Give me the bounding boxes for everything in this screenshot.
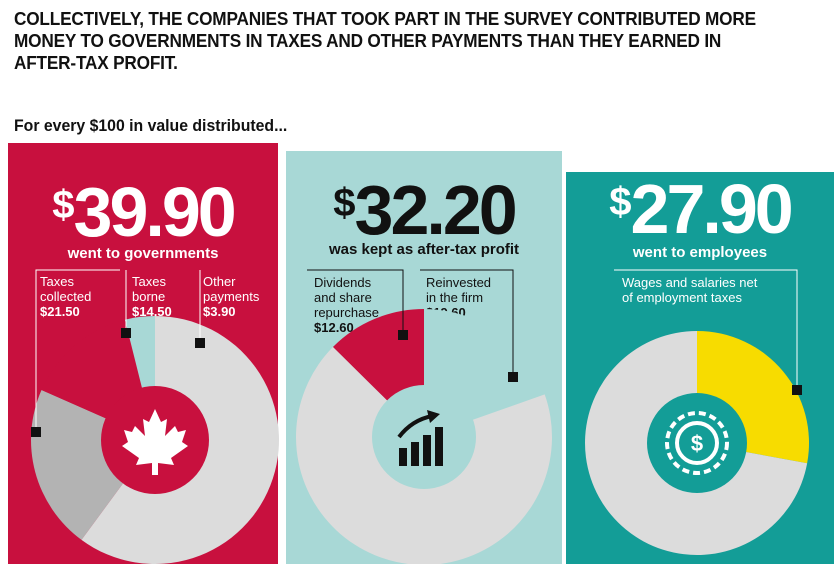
headline: COLLECTIVELY, THE COMPANIES THAT TOOK PA… [14, 8, 758, 74]
taxes-collected-label-line1: Taxes [40, 274, 74, 289]
taxes-borne-label-line1: Taxes [132, 274, 166, 289]
other-payments-label: Other payments $3.90 [203, 274, 259, 319]
wages-label: Wages and salaries net of employment tax… [622, 275, 757, 305]
governments-caption: went to governments [67, 245, 219, 262]
profit-panel: $32.20 was kept as after-tax profit Divi… [286, 151, 562, 564]
headline-line-1: COLLECTIVELY, THE COMPANIES THAT TOOK PA… [14, 8, 756, 29]
headline-line-2: MONEY TO GOVERNMENTS IN TAXES AND OTHER … [14, 30, 722, 51]
dividends-label: Dividends and share repurchase $12.60 [314, 275, 379, 335]
other-payments-amount: $3.90 [203, 304, 236, 319]
reinvested-label-line1: Reinvested [426, 275, 492, 290]
employees-panel: $27.90 went to employees Wages and salar… [566, 172, 834, 564]
taxes-borne-label-line2: borne [132, 289, 166, 304]
taxes-collected-amount: $21.50 [40, 304, 80, 319]
employees-amount-dollar-sign: $ [609, 180, 631, 224]
other-payments-label-line1: Other [203, 274, 236, 289]
headline-line-3: AFTER-TAX PROFIT. [14, 52, 178, 73]
reinvested-label-line2: in the firm [426, 290, 484, 305]
employees-amount-number: 27.90 [630, 172, 794, 248]
governments-amount-dollar-sign: $ [52, 183, 74, 227]
governments-panel: $39.90 went to governments Taxes collect… [8, 143, 278, 564]
profit-amount: $32.20 [286, 175, 562, 245]
profit-amount-number: 32.20 [354, 171, 518, 249]
employees-amount: $27.90 [566, 174, 834, 244]
employees-caption: went to employees [632, 244, 768, 261]
wages-label-line2: of employment taxes [622, 290, 742, 305]
reinvested-label: Reinvested in the firm $19.60 [426, 275, 491, 320]
subhead: For every $100 in value distributed... [14, 116, 288, 135]
wages-label-line1: Wages and salaries net [622, 275, 758, 290]
taxes-collected-label-line2: collected [40, 289, 92, 304]
dividends-label-line1: Dividends [314, 275, 372, 290]
taxes-borne-label: Taxes borne $14.50 [132, 274, 172, 319]
taxes-borne-amount: $14.50 [132, 304, 172, 319]
dividends-label-line3: repurchase [314, 305, 380, 320]
dividends-label-line2: and share [314, 290, 372, 305]
profit-amount-dollar-sign: $ [333, 181, 355, 225]
reinvested-amount: $19.60 [426, 305, 466, 320]
dividends-amount: $12.60 [314, 320, 354, 335]
profit-caption: was kept as after-tax profit [328, 241, 520, 258]
governments-amount-number: 39.90 [73, 173, 237, 251]
other-payments-label-line2: payments [203, 289, 260, 304]
governments-amount: $39.90 [8, 177, 278, 247]
taxes-collected-label: Taxes collected $21.50 [40, 274, 91, 319]
